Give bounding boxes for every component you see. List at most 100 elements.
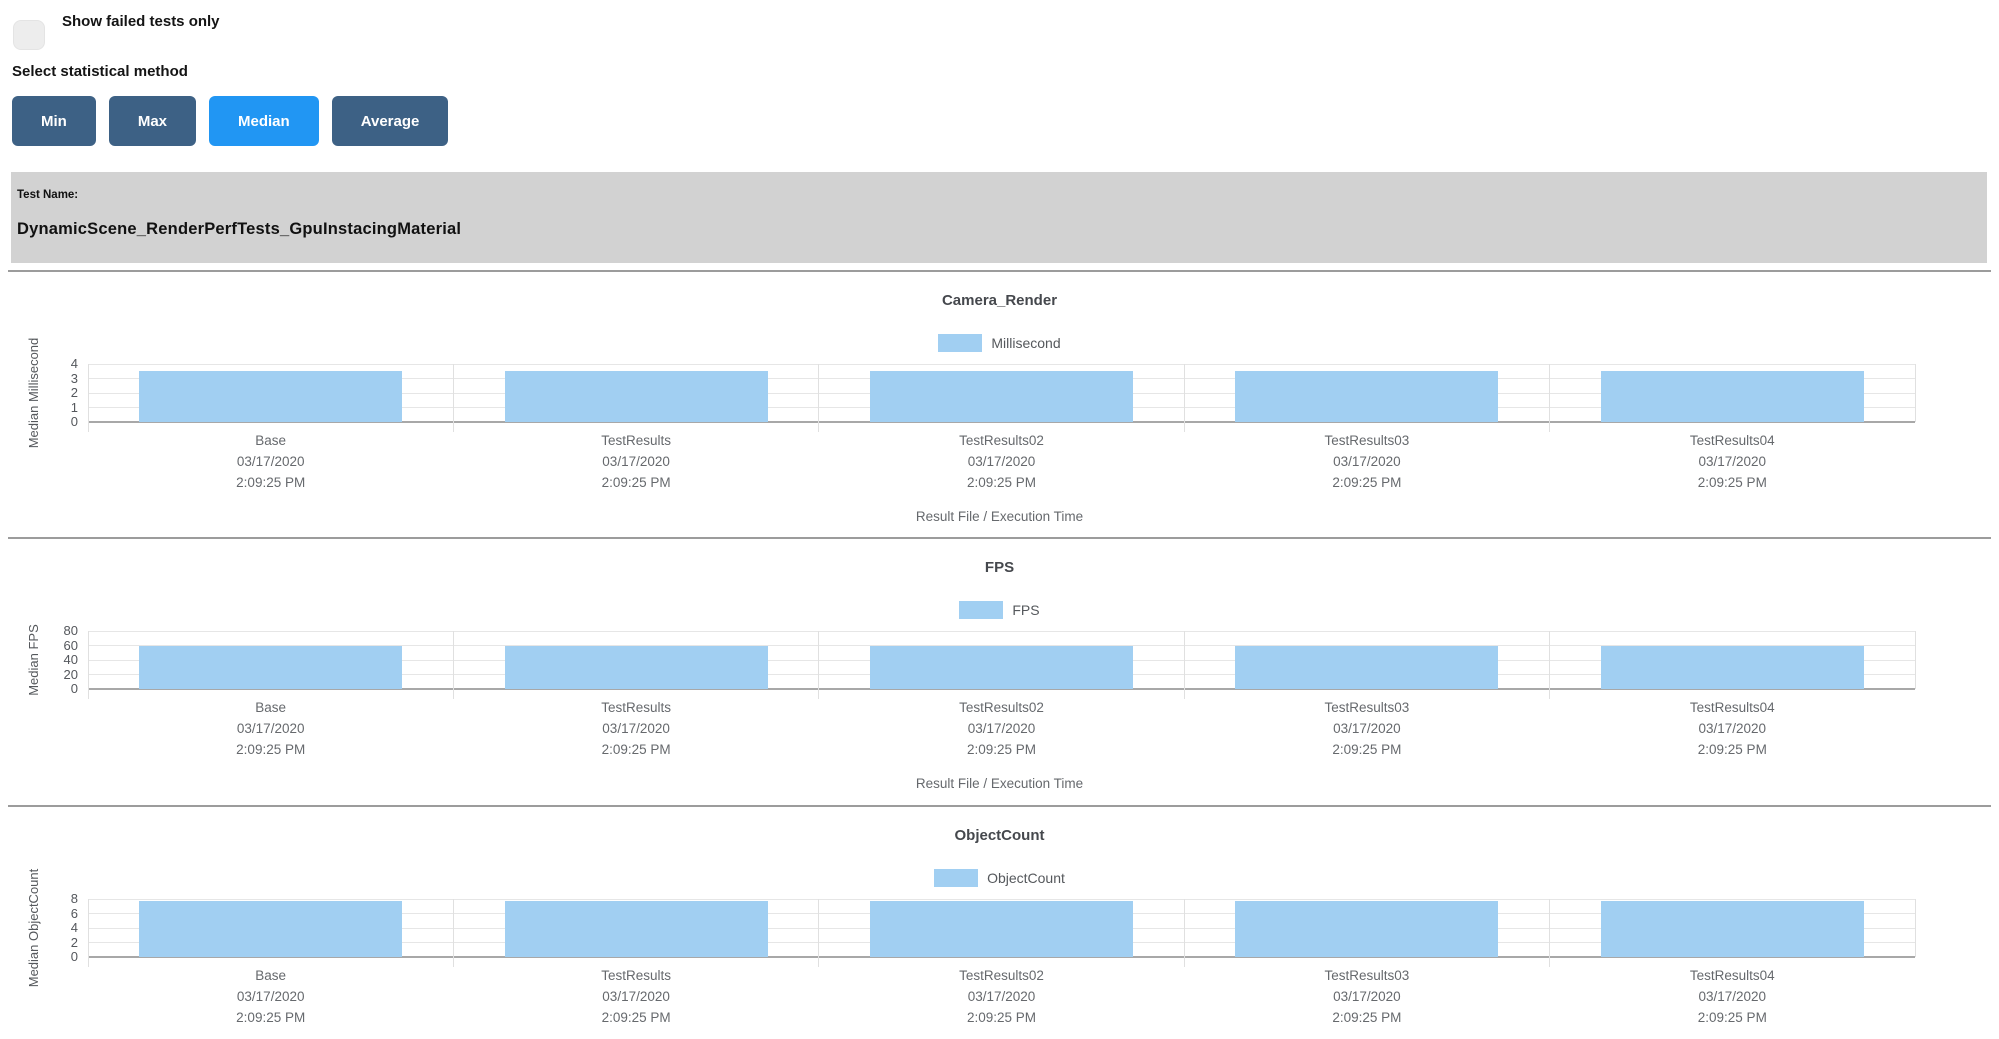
category-name: TestResults (601, 433, 671, 448)
bar-TestResults04[interactable] (1600, 645, 1864, 689)
stat-button-min[interactable]: Min (12, 96, 96, 146)
chart-legend: FPS (0, 601, 1999, 619)
category-label: TestResults03 03/17/2020 2:09:25 PM (1184, 430, 1549, 493)
category-name: TestResults04 (1689, 700, 1775, 715)
chart-plot: 0 1 2 3 4 Base 03/17/2020 2:09:25 PM TestResults… (71, 356, 1916, 490)
chart-legend: ObjectCount (0, 869, 1999, 887)
category-gridline (818, 631, 820, 699)
category-time: 2:09:25 PM (966, 475, 1037, 490)
category-gridline (87, 364, 89, 432)
category-gridline (452, 631, 454, 699)
bar-Base[interactable] (139, 645, 403, 689)
category-date: 03/17/2020 (602, 989, 670, 1004)
category-label: TestResults02 03/17/2020 2:09:25 PM (819, 965, 1184, 1028)
category-label: TestResults 03/17/2020 2:09:25 PM (453, 965, 818, 1028)
stat-button-average[interactable]: Average (331, 96, 449, 146)
bar-TestResults[interactable] (504, 371, 768, 422)
bar-TestResults02[interactable] (870, 645, 1133, 689)
chart-plot: 0 20 40 60 80 Base 03/17/2020 2:09:25 PM TestRes… (64, 623, 1916, 757)
bar-TestResults[interactable] (504, 645, 768, 689)
category-label: TestResults04 03/17/2020 2:09:25 PM (1550, 430, 1915, 493)
test-name-panel: Test Name: DynamicScene_RenderPerfTests_… (11, 172, 1987, 263)
show-failed-label: Show failed tests only (62, 13, 220, 30)
bar-TestResults02[interactable] (870, 901, 1133, 957)
chart-section-camera-render: Camera_Render Millisecond Median Millise… (0, 272, 1999, 537)
bar-TestResults03[interactable] (1235, 901, 1499, 957)
category-date: 03/17/2020 (1698, 454, 1767, 469)
category-name: Base (255, 433, 287, 448)
chart-legend: Millisecond (0, 334, 1999, 352)
category-label: TestResults02 03/17/2020 2:09:25 PM (819, 697, 1184, 760)
category-time: 2:09:25 PM (1697, 475, 1767, 490)
category-name: TestResults02 (959, 433, 1044, 448)
bar-TestResults[interactable] (504, 901, 768, 957)
chart-title: ObjectCount (954, 827, 1045, 844)
category-gridline (1183, 364, 1185, 432)
category-gridline (818, 899, 820, 967)
bar-TestResults04[interactable] (1600, 901, 1864, 957)
category-name: TestResults04 (1689, 968, 1775, 983)
section-divider (8, 537, 1991, 539)
bar-TestResults02[interactable] (870, 371, 1133, 422)
category-label: TestResults 03/17/2020 2:09:25 PM (453, 697, 818, 760)
test-name-value: DynamicScene_RenderPerfTests_GpuInstacin… (17, 220, 462, 238)
category-time: 2:09:25 PM (236, 742, 306, 757)
stat-method-label: Select statistical method (12, 63, 188, 80)
show-failed-checkbox[interactable] (13, 20, 45, 50)
x-axis-line (88, 421, 1915, 423)
bar-TestResults03[interactable] (1235, 371, 1499, 422)
category-gridline (452, 899, 454, 967)
section-divider (8, 805, 1991, 807)
category-label: TestResults04 03/17/2020 2:09:25 PM (1550, 697, 1915, 760)
category-gridline (87, 899, 89, 967)
category-label: Base 03/17/2020 2:09:25 PM (88, 430, 453, 493)
category-name: TestResults (601, 700, 671, 715)
y-tick-label: 4 (70, 356, 78, 371)
bar-Base[interactable] (139, 371, 403, 422)
bar-Base[interactable] (139, 901, 403, 957)
legend-swatch (938, 334, 983, 352)
category-gridline (1183, 631, 1185, 699)
category-date: 03/17/2020 (602, 721, 670, 736)
y-tick-label: 60 (63, 637, 78, 653)
x-axis-title: Result File / Execution Time (915, 776, 1084, 791)
category-name: Base (255, 700, 287, 715)
y-tick-label: 1 (70, 399, 78, 415)
category-time: 2:09:25 PM (1332, 1010, 1402, 1025)
category-time: 2:09:25 PM (1332, 742, 1402, 757)
legend-label: FPS (1012, 602, 1040, 618)
category-date: 03/17/2020 (1333, 454, 1401, 469)
category-time: 2:09:25 PM (601, 742, 671, 757)
category-date: 03/17/2020 (967, 721, 1036, 736)
stat-button-median[interactable]: Median (209, 96, 319, 146)
category-time: 2:09:25 PM (966, 742, 1037, 757)
category-gridline (452, 364, 454, 432)
stat-button-max[interactable]: Max (108, 96, 197, 146)
bar-TestResults04[interactable] (1600, 371, 1864, 422)
category-date: 03/17/2020 (1698, 721, 1767, 736)
category-label: Base 03/17/2020 2:09:25 PM (88, 697, 453, 760)
x-axis-line (88, 688, 1915, 690)
category-date: 03/17/2020 (236, 454, 305, 469)
category-date: 03/17/2020 (602, 454, 670, 469)
y-tick-label: 0 (70, 949, 78, 964)
chart-section-objectcount: ObjectCount ObjectCount Median ObjectCou… (0, 807, 1999, 1039)
chart-section-fps: FPS FPS Median FPS 0 20 40 60 80 Base 03/17/20… (0, 539, 1999, 805)
bar-TestResults03[interactable] (1235, 645, 1499, 689)
category-date: 03/17/2020 (967, 989, 1036, 1004)
stat-method-button-group: Min Max Median Average (12, 96, 449, 146)
category-label: TestResults03 03/17/2020 2:09:25 PM (1184, 697, 1549, 760)
category-label: TestResults04 03/17/2020 2:09:25 PM (1550, 965, 1915, 1028)
y-tick-label: 3 (70, 370, 78, 386)
y-tick-label: 6 (70, 905, 78, 921)
category-gridline (1914, 364, 1916, 422)
category-time: 2:09:25 PM (236, 1010, 306, 1025)
chart-title: FPS (984, 559, 1015, 576)
category-time: 2:09:25 PM (601, 475, 671, 490)
y-tick-label: 20 (63, 666, 78, 682)
category-date: 03/17/2020 (1333, 721, 1401, 736)
legend-label: ObjectCount (987, 870, 1065, 886)
category-time: 2:09:25 PM (1697, 742, 1767, 757)
category-label: TestResults02 03/17/2020 2:09:25 PM (819, 430, 1184, 493)
